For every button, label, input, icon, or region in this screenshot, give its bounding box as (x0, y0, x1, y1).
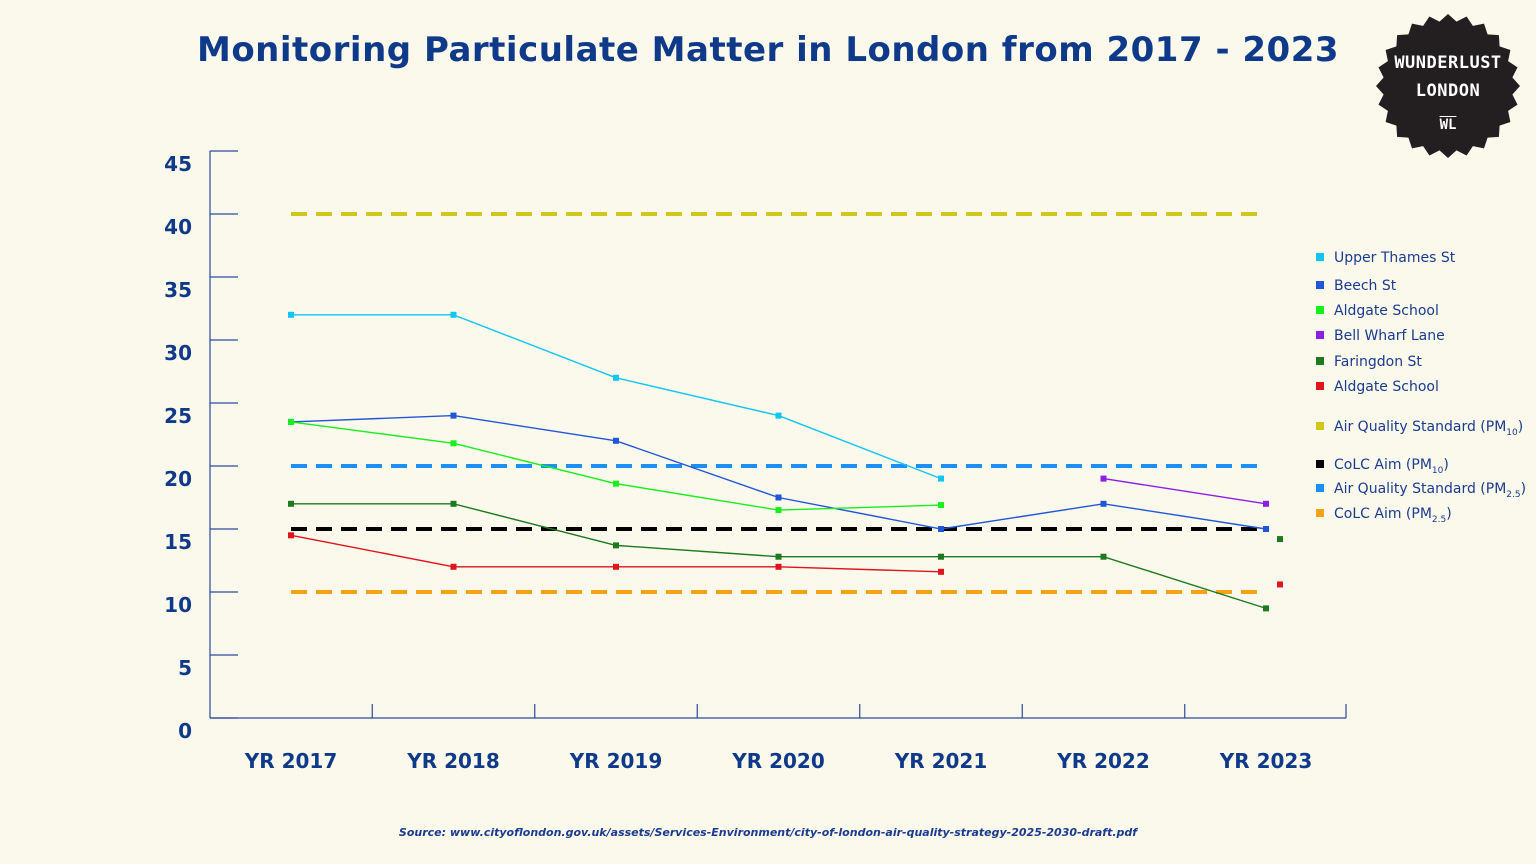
y-tick-label: 30 (164, 341, 192, 365)
x-tick-label: YR 2023 (1219, 749, 1313, 773)
y-tick-label: 10 (164, 593, 192, 617)
y-tick-label: 25 (164, 404, 192, 428)
legend-item-faringdon-st: Faringdon St (1316, 352, 1422, 372)
data-point (1263, 500, 1269, 507)
data-point (1263, 605, 1269, 612)
badge-line-2: LONDON (1415, 81, 1481, 101)
data-point (288, 311, 294, 318)
data-point (1277, 536, 1283, 543)
legend-swatch (1316, 484, 1324, 492)
data-point (288, 418, 294, 425)
legend-item-bell-wharf-lane: Bell Wharf Lane (1316, 326, 1445, 346)
data-point (938, 502, 944, 509)
legend-swatch (1316, 460, 1324, 468)
series-line (291, 314, 942, 480)
badge-line-1: WUNDERLUST (1394, 53, 1502, 73)
data-point (288, 532, 294, 539)
data-point (613, 374, 619, 381)
data-point (938, 568, 944, 575)
data-point (450, 311, 457, 318)
legend-item-aqs-pm25: Air Quality Standard (PM2.5) (1316, 479, 1526, 500)
legend-item-beech-st: Beech St (1316, 276, 1396, 296)
y-tick-label: 40 (164, 215, 192, 239)
wunderlust-london-logo: WUNDERLUST LONDON WL (1376, 14, 1520, 158)
y-tick-label: 5 (178, 656, 192, 680)
legend-swatch (1316, 422, 1324, 430)
x-tick-label: YR 2017 (244, 749, 338, 773)
data-point (450, 563, 457, 570)
data-point (613, 542, 619, 549)
legend-item-colc-aim-pm10: CoLC Aim (PM10) (1316, 455, 1449, 476)
source-note: Source: www.cityoflondon.gov.uk/assets/S… (398, 826, 1138, 839)
legend-item-aqs-pm10: Air Quality Standard (PM10) (1316, 417, 1523, 438)
data-point (775, 563, 782, 570)
data-point (613, 437, 619, 444)
data-point (775, 553, 782, 560)
data-point (1100, 500, 1107, 507)
x-tick-label: YR 2018 (406, 749, 500, 773)
data-point (613, 563, 619, 570)
data-point (450, 500, 457, 507)
series-line (1103, 477, 1267, 505)
data-point (775, 412, 782, 419)
y-tick-label: 45 (164, 152, 192, 176)
x-tick-label: YR 2020 (731, 749, 825, 773)
data-point (938, 553, 944, 560)
legend-swatch (1316, 331, 1324, 339)
data-point (288, 500, 294, 507)
data-point (1277, 581, 1283, 588)
y-tick-label: 15 (164, 530, 192, 554)
data-point (775, 494, 782, 501)
data-point (1100, 475, 1107, 482)
legend-item-aldgate-school-red: Aldgate School (1316, 377, 1439, 397)
data-point (775, 507, 782, 514)
chart-title: Monitoring Particulate Matter in London … (196, 30, 1340, 70)
badge-monogram: WL (1439, 117, 1457, 133)
x-tick-label: YR 2019 (569, 749, 663, 773)
data-point (938, 526, 944, 532)
x-tick-label: YR 2022 (1056, 749, 1150, 773)
legend-swatch (1316, 306, 1324, 314)
data-point (938, 475, 944, 482)
data-point (613, 480, 619, 487)
legend-item-upper-thames-st: Upper Thames St (1316, 248, 1455, 268)
data-point (450, 440, 457, 447)
legend-swatch (1316, 253, 1324, 261)
legend-swatch (1316, 509, 1324, 517)
y-tick-label: 35 (164, 278, 192, 302)
legend-swatch (1316, 281, 1324, 289)
data-point (450, 412, 457, 419)
data-point (1100, 553, 1107, 560)
y-tick-label: 20 (164, 467, 192, 491)
legend-swatch (1316, 357, 1324, 365)
x-tick-label: YR 2021 (894, 749, 988, 773)
data-point (1263, 526, 1269, 532)
legend-swatch (1316, 382, 1324, 390)
legend-item-colc-aim-pm25: CoLC Aim (PM2.5) (1316, 504, 1452, 525)
y-tick-label: 0 (178, 719, 192, 743)
legend-item-aldgate-school-green: Aldgate School (1316, 301, 1439, 321)
badge-seal-icon (1376, 14, 1520, 158)
